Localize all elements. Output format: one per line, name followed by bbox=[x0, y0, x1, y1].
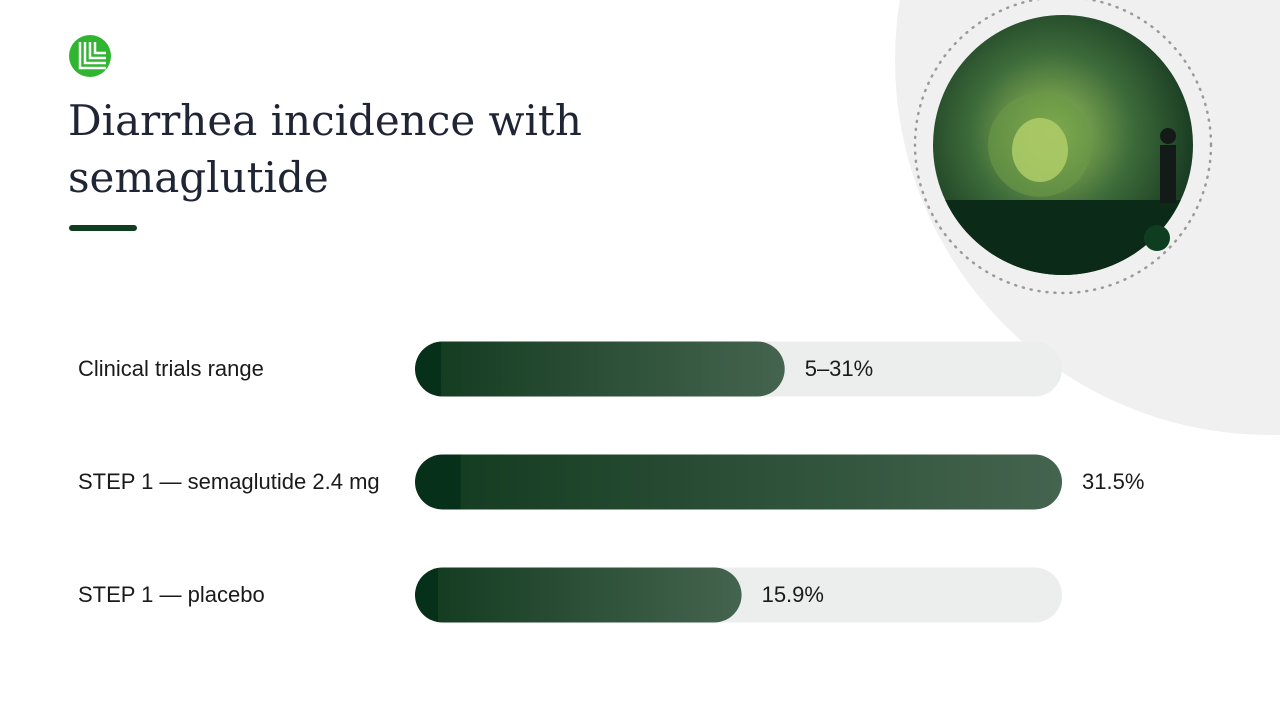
category-label: Clinical trials range bbox=[78, 356, 264, 381]
dotted-ring bbox=[913, 0, 1213, 295]
category-label: STEP 1 — placebo bbox=[78, 582, 265, 607]
bar bbox=[415, 341, 785, 397]
chart-title: Diarrhea incidence with semaglutide bbox=[68, 96, 582, 202]
logo bbox=[69, 35, 111, 77]
accent-dot bbox=[1144, 225, 1170, 251]
bar bbox=[415, 454, 1062, 510]
value-label: 15.9% bbox=[762, 582, 824, 607]
value-label: 5–31% bbox=[805, 356, 874, 381]
category-label: STEP 1 — semaglutide 2.4 mg bbox=[78, 469, 380, 494]
title-underline bbox=[69, 225, 137, 231]
bar bbox=[415, 567, 742, 623]
value-label: 31.5% bbox=[1082, 469, 1144, 494]
